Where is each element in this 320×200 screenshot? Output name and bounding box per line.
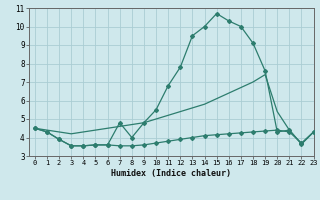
X-axis label: Humidex (Indice chaleur): Humidex (Indice chaleur) <box>111 169 231 178</box>
